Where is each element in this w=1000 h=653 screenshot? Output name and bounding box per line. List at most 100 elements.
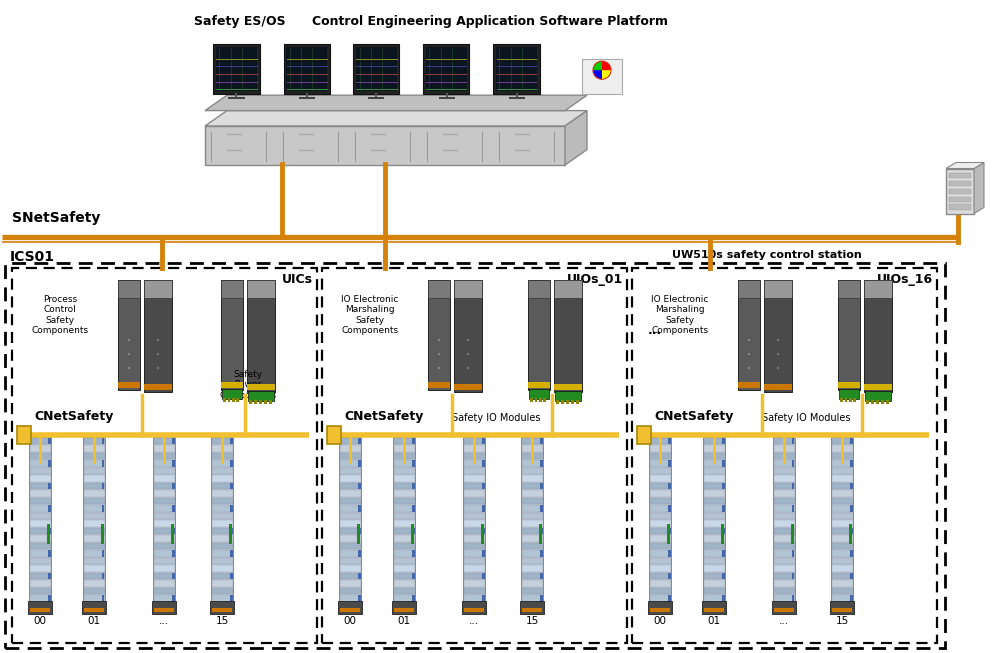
Bar xyxy=(48,550,50,557)
Bar xyxy=(555,391,581,401)
Bar xyxy=(722,573,724,579)
Wedge shape xyxy=(602,61,610,71)
Bar xyxy=(535,398,537,402)
Bar xyxy=(540,505,542,512)
Bar xyxy=(172,438,175,444)
Bar xyxy=(368,97,384,99)
Bar xyxy=(327,426,341,444)
Bar xyxy=(738,381,760,388)
Bar xyxy=(774,588,794,594)
Bar xyxy=(30,505,50,512)
Bar xyxy=(668,483,670,489)
Bar xyxy=(464,475,484,482)
Bar xyxy=(704,505,724,512)
Bar xyxy=(48,595,50,602)
Bar xyxy=(340,608,360,612)
Bar xyxy=(886,400,889,404)
Bar xyxy=(650,483,670,489)
Bar xyxy=(212,528,233,534)
Bar xyxy=(949,197,971,202)
Bar xyxy=(394,565,415,572)
Bar xyxy=(850,483,853,489)
Bar xyxy=(30,513,50,519)
Bar xyxy=(223,398,226,402)
Bar xyxy=(48,573,50,579)
Bar xyxy=(428,280,450,390)
Bar xyxy=(48,505,50,512)
Bar xyxy=(866,400,869,404)
Bar xyxy=(248,391,274,401)
Bar xyxy=(30,483,50,489)
Bar xyxy=(528,280,550,298)
Bar xyxy=(284,44,330,94)
Bar xyxy=(84,483,104,489)
Bar xyxy=(704,565,724,572)
Bar xyxy=(522,445,542,452)
Bar xyxy=(722,550,724,557)
Bar xyxy=(704,490,724,497)
Bar xyxy=(832,535,853,542)
Bar xyxy=(411,524,414,544)
Bar xyxy=(212,460,233,467)
Bar xyxy=(394,543,415,549)
Bar xyxy=(650,588,670,594)
Bar xyxy=(792,438,794,444)
Bar xyxy=(791,524,794,544)
Bar xyxy=(850,550,853,557)
Bar xyxy=(464,595,484,602)
Bar xyxy=(774,520,794,527)
Bar xyxy=(774,595,794,602)
Bar xyxy=(704,445,724,452)
Bar xyxy=(286,47,327,91)
Bar xyxy=(30,581,50,587)
Bar xyxy=(704,581,724,587)
Text: 15: 15 xyxy=(215,616,229,626)
Bar xyxy=(154,550,175,557)
Bar xyxy=(259,400,262,404)
Bar xyxy=(358,595,361,602)
Bar xyxy=(738,280,760,298)
Bar xyxy=(792,595,794,602)
Text: Process
Control
Safety
Components: Process Control Safety Components xyxy=(31,295,89,335)
Bar xyxy=(212,468,233,474)
Bar xyxy=(423,44,470,94)
Bar xyxy=(650,460,670,467)
Bar xyxy=(482,483,484,489)
Bar xyxy=(154,520,175,527)
Bar xyxy=(522,490,542,497)
Bar xyxy=(221,280,243,298)
Bar xyxy=(832,513,853,519)
Bar xyxy=(438,97,454,99)
Bar xyxy=(172,595,175,602)
Bar xyxy=(832,550,853,557)
Bar xyxy=(774,513,794,519)
Bar xyxy=(102,483,104,489)
Text: 15: 15 xyxy=(525,616,539,626)
Bar xyxy=(84,513,104,519)
Bar xyxy=(832,438,853,444)
Bar xyxy=(522,581,542,587)
Bar xyxy=(522,483,542,489)
Bar xyxy=(154,588,175,594)
Bar xyxy=(482,438,484,444)
Bar xyxy=(464,513,484,519)
Bar xyxy=(340,565,360,572)
Bar xyxy=(30,543,50,549)
Bar xyxy=(539,524,542,544)
Bar xyxy=(84,475,104,482)
Bar xyxy=(832,608,852,612)
Bar xyxy=(722,483,724,489)
Bar xyxy=(464,581,484,587)
Bar xyxy=(838,381,860,388)
Bar xyxy=(340,468,360,474)
Bar xyxy=(774,445,794,452)
Bar xyxy=(522,588,542,594)
Bar xyxy=(230,438,233,444)
Bar xyxy=(522,505,542,512)
Bar xyxy=(254,400,257,404)
Bar xyxy=(668,550,670,557)
Circle shape xyxy=(593,61,611,79)
Text: 00: 00 xyxy=(654,616,666,626)
Bar xyxy=(849,524,852,544)
Bar xyxy=(172,460,175,467)
